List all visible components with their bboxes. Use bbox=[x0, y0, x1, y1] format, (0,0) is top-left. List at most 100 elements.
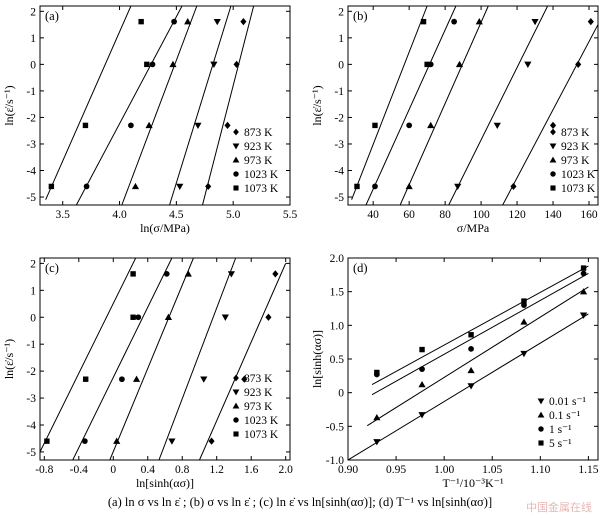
data-point bbox=[580, 270, 587, 277]
x-tick-label: 1.6 bbox=[244, 464, 259, 476]
y-tick-label: -4 bbox=[26, 166, 36, 178]
data-point bbox=[131, 182, 140, 190]
legend-marker bbox=[232, 389, 240, 396]
x-tick-label: 0 bbox=[110, 464, 116, 476]
data-point bbox=[227, 271, 235, 278]
data-point bbox=[130, 314, 136, 320]
data-point bbox=[184, 18, 192, 25]
data-point bbox=[83, 183, 90, 190]
data-point bbox=[531, 18, 539, 26]
y-tick-label: -4 bbox=[26, 420, 36, 432]
data-point bbox=[418, 380, 426, 388]
y-tick-label: -0.5 bbox=[326, 421, 344, 433]
data-point bbox=[372, 122, 378, 129]
fit-line bbox=[72, 258, 173, 460]
data-point bbox=[419, 346, 425, 353]
legend-marker bbox=[550, 185, 556, 191]
data-point bbox=[520, 318, 528, 325]
data-point bbox=[373, 439, 381, 446]
x-tick-label: 60 bbox=[403, 209, 415, 221]
series-973-K bbox=[121, 6, 198, 205]
data-point bbox=[169, 60, 177, 68]
legend-label: 873 K bbox=[244, 127, 273, 139]
panel-label: (c) bbox=[45, 261, 59, 275]
legend-label: 1023 K bbox=[244, 415, 279, 427]
y-tick-label: -2 bbox=[334, 112, 344, 124]
chart-panel-1: 3.5 4.0 4.5 5.0 5.5 2 1 0 -1 -2 -3 -4 -5 ln(σ/MPa) ln(… bbox=[2, 5, 297, 235]
data-point bbox=[520, 350, 528, 358]
x-tick-label: 40 bbox=[367, 209, 379, 221]
legend-marker bbox=[549, 143, 557, 150]
panel-label: (d) bbox=[353, 261, 368, 275]
series-1023-K bbox=[75, 6, 183, 205]
panel-label: (b) bbox=[353, 9, 368, 23]
fit-line bbox=[199, 263, 287, 460]
data-point bbox=[419, 366, 425, 372]
data-point bbox=[210, 61, 218, 68]
y-tick-label: 1.0 bbox=[330, 320, 345, 332]
legend-label: 1023 K bbox=[561, 169, 596, 181]
data-point bbox=[128, 122, 134, 129]
fit-line bbox=[109, 258, 194, 460]
legend: 873 K 923 K 973 K 1023 K 1073 K bbox=[232, 373, 279, 441]
legend-marker bbox=[232, 402, 240, 409]
data-point bbox=[200, 376, 208, 383]
legend-label: 923 K bbox=[244, 141, 273, 153]
legend-marker bbox=[538, 426, 544, 432]
data-point bbox=[455, 60, 464, 68]
data-point bbox=[119, 376, 125, 383]
data-point bbox=[135, 314, 142, 321]
y-axis-label: ln(ε̇/s⁻¹) bbox=[310, 85, 324, 125]
fit-line bbox=[45, 6, 132, 200]
figure-canvas: 3.5 4.0 4.5 5.0 5.5 2 1 0 -1 -2 -3 -4 -5 ln(σ/MPa) ln(… bbox=[2, 5, 599, 490]
x-tick-label: 80 bbox=[439, 209, 451, 221]
y-tick-label: 1 bbox=[338, 33, 344, 45]
data-point bbox=[374, 369, 380, 376]
legend-marker bbox=[233, 431, 239, 437]
y-axis-label: ln(ε̇/s⁻¹) bbox=[2, 339, 16, 379]
legend-marker bbox=[233, 185, 239, 191]
fit-line bbox=[169, 6, 232, 205]
fit-line bbox=[448, 6, 549, 205]
data-point bbox=[406, 122, 413, 129]
y-tick-label: -3 bbox=[26, 393, 36, 405]
series-1-s- bbox=[371, 270, 589, 396]
legend-label: 1073 K bbox=[561, 183, 596, 195]
y-tick-label: -3 bbox=[334, 139, 344, 151]
y-tick-label: 0 bbox=[30, 312, 36, 324]
series-923-K bbox=[169, 6, 232, 205]
legend-marker bbox=[233, 171, 239, 177]
x-tick-label: 1.15 bbox=[578, 464, 598, 476]
fit-line bbox=[121, 6, 198, 205]
legend: 873 K 923 K 973 K 1023 K 1073 K bbox=[549, 127, 596, 195]
chart-panel-3: -0.8 -0.4 0 0.4 0.8 1.2 1.6 2.0 2 1 0 -1 -2 -3 -4 -5 ln[… bbox=[2, 257, 293, 490]
data-point bbox=[132, 375, 141, 382]
y-tick-label: 0 bbox=[338, 388, 344, 400]
y-tick-label: 0.5 bbox=[330, 354, 345, 366]
plot-frame bbox=[39, 5, 291, 206]
data-point bbox=[575, 60, 582, 68]
fit-line bbox=[399, 6, 489, 205]
y-tick-label: -5 bbox=[26, 447, 36, 459]
series-1023-K bbox=[365, 6, 457, 205]
legend-label: 0.01 s⁻¹ bbox=[549, 396, 587, 408]
legend-marker bbox=[549, 156, 557, 163]
legend: 0.01 s⁻¹ 0.1 s⁻¹ 1 s⁻¹ 5 s⁻¹ bbox=[537, 396, 587, 450]
fit-line bbox=[502, 24, 598, 205]
x-axis-label: σ/MPa bbox=[457, 221, 490, 235]
data-point bbox=[241, 375, 248, 383]
y-axis-label: ln[sinh(ασ)] bbox=[310, 330, 324, 388]
data-point bbox=[454, 183, 462, 191]
series-1023-K bbox=[72, 258, 173, 460]
y-tick-label: -5 bbox=[334, 192, 344, 204]
y-tick-label: -1 bbox=[26, 339, 36, 351]
data-point bbox=[163, 271, 170, 277]
fit-line bbox=[366, 286, 589, 427]
data-point bbox=[427, 121, 435, 129]
data-point bbox=[221, 314, 229, 321]
data-point bbox=[372, 183, 378, 190]
data-point bbox=[579, 288, 588, 295]
x-tick-label: 5.0 bbox=[226, 209, 241, 221]
series-0-1-s- bbox=[366, 286, 589, 427]
series-873-K bbox=[502, 18, 598, 205]
